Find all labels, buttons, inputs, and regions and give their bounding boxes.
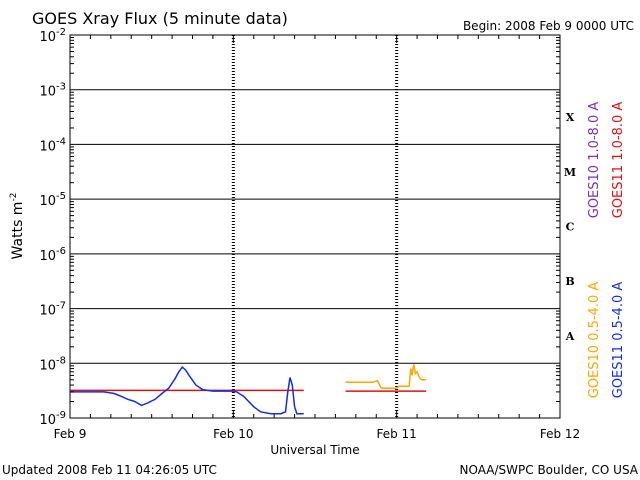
x-axis-label: Universal Time [270,443,359,457]
legend-entry: GOES11 0.5-4.0 A [611,282,626,399]
y-tick-base: 10 [39,139,56,154]
y-tick-exp: -9 [56,410,66,421]
legend-entry: GOES10 0.5-4.0 A [587,282,602,399]
y-tick-base: 10 [39,85,56,100]
chart-title: GOES Xray Flux (5 minute data) [32,9,288,28]
series-line [345,364,427,389]
x-tick-label: Feb 11 [376,427,416,441]
y-tick-label: 10-2 [39,27,66,45]
y-axis-label-base: Watts m [10,202,26,260]
begin-label: Begin: 2008 Feb 9 0000 UTC [463,19,634,33]
y-tick-exp: -6 [56,246,66,257]
y-tick-exp: -3 [56,82,66,93]
flare-class-label: A [565,330,575,343]
y-tick-label: 10-4 [39,136,66,154]
series-line [70,365,304,415]
y-tick-label: 10-8 [39,355,66,373]
y-tick-exp: -2 [56,27,66,38]
y-tick-label: 10-9 [39,410,66,428]
y-tick-exp: -5 [56,191,66,202]
y-tick-label: 10-7 [39,301,66,319]
y-tick-base: 10 [39,194,56,209]
y-tick-exp: -4 [56,136,66,147]
legend-entry: GOES11 1.0-8.0 A [611,102,626,219]
y-tick-exp: -7 [56,301,66,312]
x-tick-label: Feb 12 [540,427,580,441]
flare-class-labels: A B C M X [564,111,576,343]
y-axis-label: Watts m-2 [9,193,26,260]
legend-entry: GOES10 1.0-8.0 A [587,102,602,219]
flare-class-label: M [564,166,576,179]
flare-class-label: X [566,111,575,124]
updated-timestamp: Updated 2008 Feb 11 04:26:05 UTC [2,463,217,477]
flare-class-label: C [566,221,575,234]
legend: GOES10 1.0-8.0 A GOES11 1.0-8.0 A GOES10 0… [587,102,626,399]
credit-label: NOAA/SWPC Boulder, CO USA [460,463,639,477]
y-tick-base: 10 [39,413,56,428]
series-layer [70,364,427,415]
grid-layer [70,35,560,418]
plot-frame [69,34,561,419]
y-tick-label: 10-3 [39,82,66,100]
y-tick-label: 10-6 [39,246,66,264]
x-tick-label: Feb 10 [213,427,253,441]
y-tick-base: 10 [39,304,56,319]
y-tick-base: 10 [39,30,56,45]
y-tick-base: 10 [39,249,56,264]
flare-class-label: B [565,275,574,288]
y-axis-label-exp: -2 [9,193,19,202]
y-tick-label: 10-5 [39,191,66,209]
x-tick-label: Feb 9 [54,427,87,441]
y-tick-exp: -8 [56,355,66,366]
y-tick-base: 10 [39,358,56,373]
